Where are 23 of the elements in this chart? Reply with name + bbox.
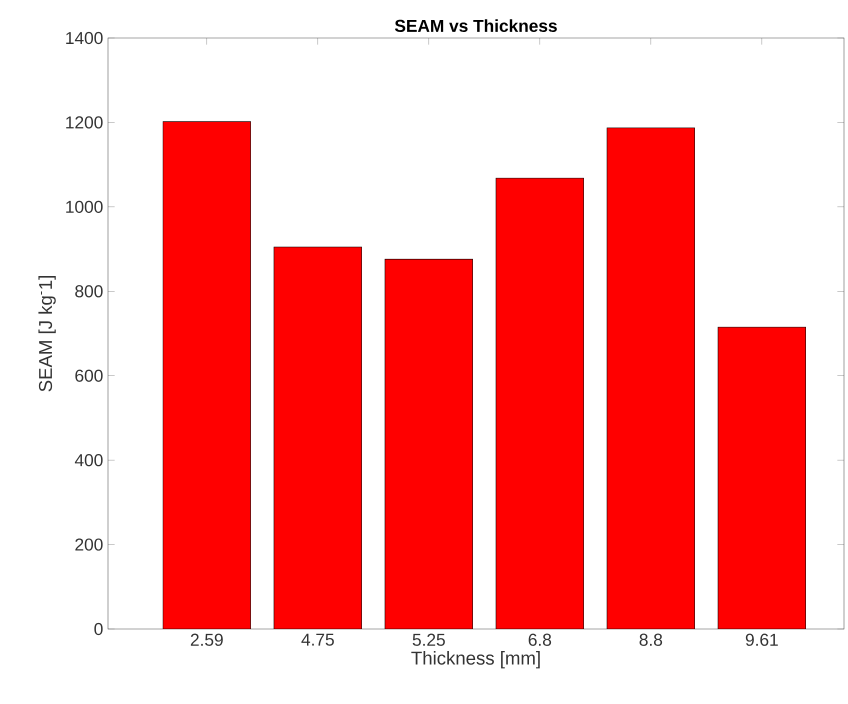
y-tick-label: 400 bbox=[74, 454, 103, 466]
x-tick-label: 8.8 bbox=[640, 634, 662, 646]
y-tick-label: 1200 bbox=[66, 116, 103, 129]
x-tick-label: 5.25 bbox=[412, 634, 445, 646]
x-tick-label: 4.75 bbox=[301, 634, 334, 646]
x-axis-title: Thickness [mm] bbox=[411, 651, 540, 668]
bar bbox=[274, 246, 362, 629]
bar bbox=[162, 122, 251, 629]
y-tick-label: 200 bbox=[75, 538, 103, 551]
y-tick-label: 1000 bbox=[66, 200, 103, 213]
y-tick-label: 1400 bbox=[66, 32, 103, 44]
x-tick-label: 6.8 bbox=[528, 634, 552, 646]
bar bbox=[496, 178, 584, 629]
x-tick-label: 2.59 bbox=[190, 634, 223, 646]
y-tick-label: 800 bbox=[75, 285, 103, 298]
bar bbox=[606, 128, 695, 629]
x-tick-label: 9.61 bbox=[746, 634, 778, 646]
y-axis-title: SEAM [J kg$^{-}$1] bbox=[38, 276, 56, 392]
y-tick-label: 600 bbox=[75, 370, 103, 382]
bar bbox=[718, 326, 806, 629]
y-tick-label: 0 bbox=[94, 622, 103, 636]
chart-title: SEAM vs Thickness bbox=[394, 19, 557, 32]
bar bbox=[384, 259, 473, 629]
